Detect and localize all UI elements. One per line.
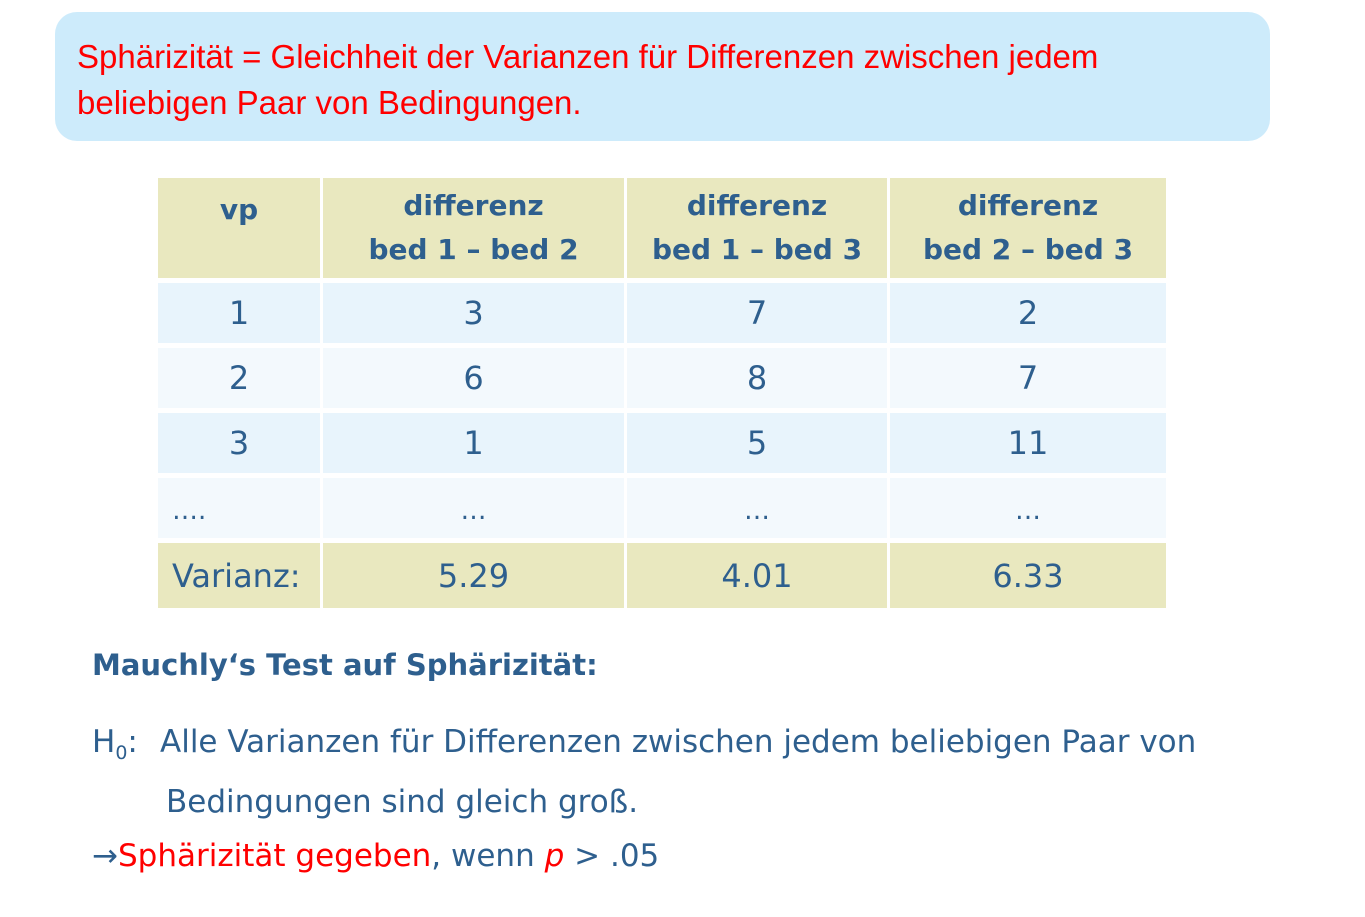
table-row: 3 1 5 11 [158, 413, 1166, 478]
h0-line-1: H0: Alle Varianzen für Differenzen zwisch… [92, 718, 1332, 778]
table-cell: … [627, 478, 890, 543]
table-cell: 7 [890, 348, 1166, 413]
table-row: 2 6 8 7 [158, 348, 1166, 413]
condition-threshold: > .05 [564, 838, 660, 874]
table-cell: … [890, 478, 1166, 543]
table-row-ellipsis: …. … … … [158, 478, 1166, 543]
table-cell: 3 [158, 413, 323, 478]
table-cell: 7 [627, 283, 890, 348]
sphericity-given-text: Sphärizität gegeben [117, 838, 432, 874]
definition-text: Sphärizität = Gleichheit der Varianzen f… [77, 38, 1099, 121]
header-diff-1-2: differenz bed 1 – bed 2 [323, 178, 627, 283]
table-cell: 2 [890, 283, 1166, 348]
difference-variance-table: vp differenz bed 1 – bed 2 differenz bed… [158, 178, 1166, 608]
sphericity-condition: →Sphärizität gegeben, wenn p > .05 [92, 838, 659, 874]
table-cell: 1 [158, 283, 323, 348]
h0-label: H0: [92, 724, 138, 765]
null-hypothesis: H0: Alle Varianzen für Differenzen zwisch… [92, 718, 1332, 827]
table-cell: … [323, 478, 627, 543]
p-symbol: p [544, 838, 565, 874]
table-cell: 11 [890, 413, 1166, 478]
table-cell: 6 [323, 348, 627, 413]
variance-value: 6.33 [890, 543, 1166, 608]
table-row: 1 3 7 2 [158, 283, 1166, 348]
mauchly-heading: Mauchly‘s Test auf Sphärizität: [92, 648, 598, 682]
variance-row: Varianz: 5.29 4.01 6.33 [158, 543, 1166, 608]
header-diff-1-3: differenz bed 1 – bed 3 [627, 178, 890, 283]
variance-value: 4.01 [627, 543, 890, 608]
definition-callout: Sphärizität = Gleichheit der Varianzen f… [55, 12, 1270, 141]
variance-value: 5.29 [323, 543, 627, 608]
arrow-icon: → [92, 838, 118, 874]
table-cell: …. [158, 478, 323, 543]
table-cell: 8 [627, 348, 890, 413]
variance-label: Varianz: [158, 543, 323, 608]
table-cell: 5 [627, 413, 890, 478]
table-cell: 2 [158, 348, 323, 413]
table-header-row: vp differenz bed 1 – bed 2 differenz bed… [158, 178, 1166, 283]
header-diff-2-3: differenz bed 2 – bed 3 [890, 178, 1166, 283]
h0-line-2: Bedingungen sind gleich groß. [166, 784, 639, 821]
condition-connector: , wenn [431, 838, 545, 874]
header-vp: vp [158, 178, 323, 283]
table-cell: 1 [323, 413, 627, 478]
table-cell: 3 [323, 283, 627, 348]
